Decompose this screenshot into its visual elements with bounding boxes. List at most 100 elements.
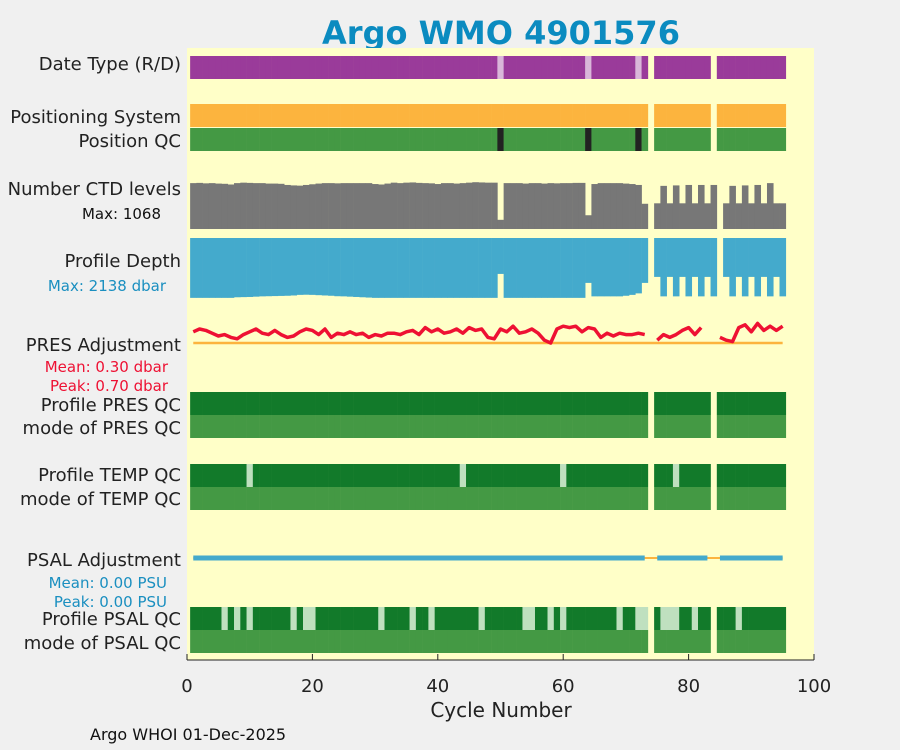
mode-psal-qc-cell (240, 630, 247, 653)
mode-temp-qc-cell (716, 487, 724, 510)
position-qc-cell (754, 128, 762, 151)
date-type-cell (672, 56, 680, 79)
ctd-levels-bar (735, 203, 743, 229)
profile-psal-qc-cell (509, 607, 517, 630)
profile-temp-qc-cell (597, 464, 605, 487)
profile-temp-qc-cell (466, 464, 473, 487)
mode-temp-qc-cell (240, 487, 247, 510)
profile-depth-bar (616, 238, 624, 297)
ctd-levels-bar (754, 184, 762, 229)
mode-psal-qc-cell (566, 630, 573, 653)
profile-depth-bar (597, 238, 605, 297)
profile-psal-qc-cell (553, 607, 561, 630)
profile-pres-qc-cell (466, 392, 473, 415)
profile-depth-bar (735, 238, 743, 277)
label-mode-pres-qc: mode of PRES QC (23, 418, 181, 439)
ctd-levels-bar (760, 203, 768, 229)
profile-psal-qc-cell (334, 607, 341, 630)
profile-pres-qc-cell (359, 392, 366, 415)
position-qc-cell (541, 128, 548, 151)
mode-temp-qc-cell (328, 487, 335, 510)
mode-temp-qc-cell (259, 487, 266, 510)
positioning-cell (309, 104, 316, 127)
profile-temp-qc-cell (378, 464, 385, 487)
mode-psal-qc-cell (371, 630, 379, 653)
profile-temp-qc-cell (541, 464, 548, 487)
profile-depth-bar (284, 238, 291, 296)
profile-psal-qc-cell (221, 607, 229, 630)
position-qc-cell (196, 128, 203, 151)
date-type-cell (516, 56, 523, 79)
ctd-levels-bar (698, 184, 705, 229)
ctd-levels-bar (202, 183, 210, 229)
date-type-cell (466, 56, 473, 79)
profile-temp-qc-cell (296, 464, 304, 487)
profile-depth-bar (190, 238, 197, 298)
profile-depth-bar (560, 238, 567, 298)
profile-pres-qc-cell (208, 392, 216, 415)
profile-psal-qc-cell (234, 607, 241, 630)
profile-depth-bar (484, 238, 492, 298)
mode-pres-qc-cell (698, 415, 705, 438)
positioning-cell (359, 104, 366, 127)
date-type-cell (321, 56, 329, 79)
profile-depth-bar (679, 238, 686, 277)
mode-temp-qc-cell (685, 487, 693, 510)
profile-psal-qc-cell (215, 607, 222, 630)
profile-depth-bar (741, 238, 749, 297)
mode-temp-qc-cell (478, 487, 486, 510)
position-qc-cell (560, 128, 567, 151)
mode-pres-qc-cell (296, 415, 304, 438)
profile-temp-qc-cell (679, 464, 686, 487)
date-type-cell (252, 56, 260, 79)
position-qc-cell (591, 128, 598, 151)
date-type-cell (760, 56, 768, 79)
profile-depth-bar (434, 238, 442, 298)
ctd-levels-bar (497, 219, 504, 229)
profile-psal-qc-cell (190, 607, 197, 630)
profile-pres-qc-cell (390, 392, 398, 415)
mode-pres-qc-cell (773, 415, 780, 438)
positioning-cell (685, 104, 693, 127)
profile-psal-qc-cell (666, 607, 674, 630)
mode-psal-qc-cell (578, 630, 586, 653)
profile-pres-qc-cell (491, 392, 498, 415)
mode-temp-qc-cell (754, 487, 762, 510)
profile-depth-bar (723, 238, 730, 277)
ctd-levels-bar (472, 182, 479, 229)
mode-pres-qc-cell (503, 415, 511, 438)
profile-depth-bar (252, 238, 260, 297)
profile-psal-qc-cell (447, 607, 454, 630)
date-type-cell (365, 56, 373, 79)
profile-temp-qc-cell (603, 464, 611, 487)
mode-pres-qc-cell (729, 415, 736, 438)
profile-psal-qc-cell (321, 607, 329, 630)
mode-psal-qc-cell (409, 630, 417, 653)
position-qc-cell (679, 128, 686, 151)
mode-pres-qc-cell (516, 415, 523, 438)
mode-temp-qc-cell (597, 487, 605, 510)
ctd-levels-bar (591, 184, 598, 229)
mode-temp-qc-cell (303, 487, 310, 510)
date-type-cell (440, 56, 448, 79)
profile-pres-qc-cell (265, 392, 272, 415)
mode-psal-qc-cell (760, 630, 768, 653)
profile-temp-qc-cell (723, 464, 730, 487)
profile-pres-qc-cell (779, 392, 787, 415)
profile-temp-qc-cell (472, 464, 479, 487)
position-qc-cell (321, 128, 329, 151)
positioning-cell (303, 104, 310, 127)
profile-pres-qc-cell (553, 392, 561, 415)
mode-temp-qc-cell (227, 487, 235, 510)
mode-psal-qc-cell (748, 630, 755, 653)
ctd-levels-bar (271, 183, 279, 229)
position-qc-cell (723, 128, 730, 151)
positioning-cell (215, 104, 222, 127)
profile-depth-bar (459, 238, 467, 298)
position-qc-cell (729, 128, 736, 151)
positioning-cell (484, 104, 492, 127)
date-type-cell (704, 56, 711, 79)
date-type-cell (654, 56, 661, 79)
profile-temp-qc-cell (629, 464, 636, 487)
profile-temp-qc-cell (698, 464, 705, 487)
